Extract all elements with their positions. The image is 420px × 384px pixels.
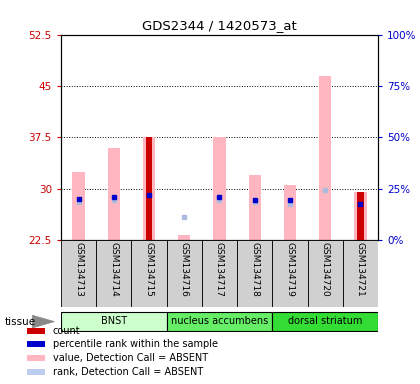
- Bar: [61, 240, 96, 307]
- Text: value, Detection Call = ABSENT: value, Detection Call = ABSENT: [52, 353, 208, 363]
- Text: nucleus accumbens: nucleus accumbens: [171, 316, 268, 326]
- Bar: [167, 312, 272, 331]
- Bar: [27, 328, 45, 334]
- Text: rank, Detection Call = ABSENT: rank, Detection Call = ABSENT: [52, 367, 203, 377]
- Bar: [61, 312, 167, 331]
- Text: GSM134717: GSM134717: [215, 242, 224, 297]
- Bar: [96, 240, 131, 307]
- Bar: [167, 240, 202, 307]
- Bar: [249, 175, 261, 240]
- Bar: [272, 240, 307, 307]
- Text: GSM134721: GSM134721: [356, 242, 365, 297]
- Text: GSM134720: GSM134720: [320, 242, 330, 297]
- Bar: [202, 240, 237, 307]
- Bar: [108, 147, 120, 240]
- Bar: [178, 235, 190, 240]
- Text: BNST: BNST: [101, 316, 127, 326]
- Bar: [272, 312, 378, 331]
- Bar: [27, 355, 45, 361]
- Bar: [354, 192, 367, 240]
- Bar: [213, 137, 226, 240]
- Bar: [357, 192, 364, 240]
- Text: GSM134715: GSM134715: [144, 242, 153, 297]
- Text: GSM134718: GSM134718: [250, 242, 259, 297]
- Text: percentile rank within the sample: percentile rank within the sample: [52, 339, 218, 349]
- Bar: [146, 137, 152, 240]
- Bar: [131, 240, 167, 307]
- Text: dorsal striatum: dorsal striatum: [288, 316, 362, 326]
- Bar: [237, 240, 272, 307]
- Bar: [307, 240, 343, 307]
- Bar: [284, 185, 296, 240]
- Text: GSM134713: GSM134713: [74, 242, 83, 297]
- Bar: [72, 172, 85, 240]
- Text: count: count: [52, 326, 80, 336]
- Bar: [143, 137, 155, 240]
- Text: tissue: tissue: [4, 316, 35, 327]
- Text: GSM134714: GSM134714: [109, 242, 118, 297]
- Bar: [343, 240, 378, 307]
- Bar: [319, 76, 331, 240]
- Title: GDS2344 / 1420573_at: GDS2344 / 1420573_at: [142, 19, 297, 32]
- Polygon shape: [32, 315, 55, 328]
- Text: GSM134719: GSM134719: [286, 242, 294, 297]
- Bar: [27, 369, 45, 376]
- Text: GSM134716: GSM134716: [180, 242, 189, 297]
- Bar: [27, 341, 45, 348]
